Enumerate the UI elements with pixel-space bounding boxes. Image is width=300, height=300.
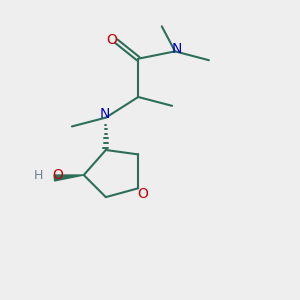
Polygon shape bbox=[54, 175, 84, 181]
Text: O: O bbox=[52, 168, 63, 182]
Text: O: O bbox=[137, 187, 148, 201]
Text: H: H bbox=[33, 169, 43, 182]
Text: N: N bbox=[171, 42, 182, 56]
Text: N: N bbox=[99, 107, 110, 121]
Text: O: O bbox=[106, 33, 117, 46]
